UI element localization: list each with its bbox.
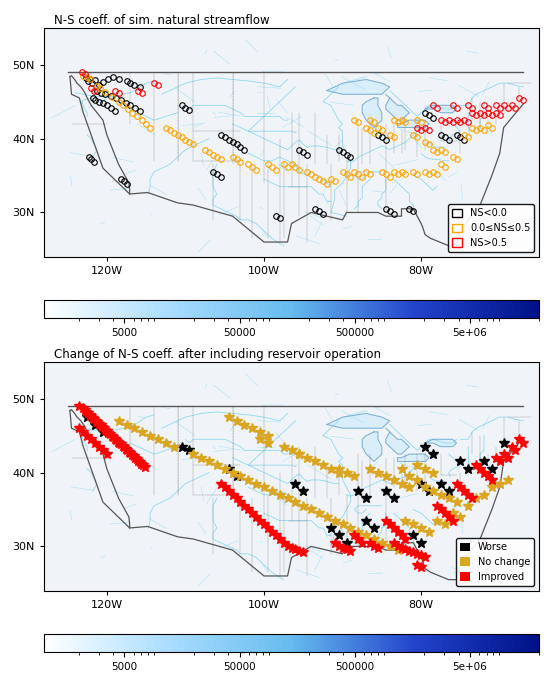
Text: N-S coeff. of sim. natural streamflow: N-S coeff. of sim. natural streamflow [54, 14, 270, 26]
Polygon shape [386, 94, 409, 120]
Polygon shape [362, 432, 382, 462]
Polygon shape [398, 454, 429, 462]
Legend: NS<0.0, 0.0≤NS≤0.5, NS>0.5: NS<0.0, 0.0≤NS≤0.5, NS>0.5 [448, 205, 534, 252]
Polygon shape [425, 439, 456, 447]
Polygon shape [327, 80, 390, 94]
Polygon shape [362, 98, 382, 128]
Polygon shape [327, 414, 390, 428]
Text: Change of N-S coeff. after including reservoir operation: Change of N-S coeff. after including res… [54, 348, 381, 361]
Polygon shape [386, 428, 409, 454]
Polygon shape [425, 105, 456, 112]
Legend: Worse, No change, Improved: Worse, No change, Improved [456, 539, 534, 586]
Polygon shape [398, 120, 429, 128]
